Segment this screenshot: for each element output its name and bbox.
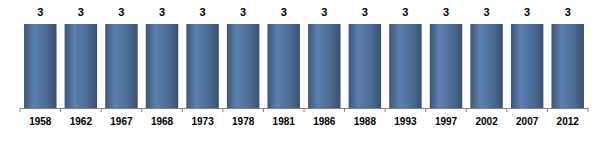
chart: 1958 1962 1967 1968 1973 1978 1981 1986 1988 1993… (0, 0, 604, 141)
category-separator (547, 108, 548, 112)
x-tick-label: 1981 (273, 116, 296, 127)
x-tick: 2007 (516, 108, 539, 127)
x-tick: 1981 (273, 108, 296, 127)
category-separator (101, 108, 102, 112)
bar (511, 24, 543, 108)
category-separator (425, 108, 426, 112)
x-tick: 1962 (70, 108, 93, 127)
category-separator (344, 108, 345, 112)
bar (349, 24, 381, 108)
category-separator (182, 108, 183, 112)
separators (20, 108, 588, 112)
data-label: 3 (484, 6, 490, 18)
x-tick-label: 1973 (191, 116, 214, 127)
x-tick-label: 1988 (354, 116, 377, 127)
x-tick: 1986 (313, 108, 336, 127)
data-label: 3 (443, 6, 449, 18)
x-tick: 1968 (151, 108, 174, 127)
bar (389, 24, 421, 108)
x-tick: 1978 (232, 108, 255, 127)
category-separator (60, 108, 61, 112)
bars (24, 24, 584, 108)
data-label: 3 (362, 6, 368, 18)
x-tick-label: 1978 (232, 116, 255, 127)
x-tick: 2002 (475, 108, 498, 127)
data-label: 3 (281, 6, 287, 18)
data-label: 3 (565, 6, 571, 18)
category-separator (222, 108, 223, 112)
x-tick: 1973 (191, 108, 214, 127)
data-label: 3 (240, 6, 246, 18)
x-tick-label: 1986 (313, 116, 336, 127)
category-separator (304, 108, 305, 112)
x-tick-label: 2012 (557, 116, 580, 127)
category-separator (141, 108, 142, 112)
x-tick: 1958 (29, 108, 52, 127)
bar (65, 24, 97, 108)
bar (186, 24, 218, 108)
plot: 1958 1962 1967 1968 1973 1978 1981 1986 1988 1993… (20, 6, 589, 127)
bar (551, 24, 583, 108)
x-tick: 1967 (110, 108, 133, 127)
x-tick-label: 2007 (516, 116, 539, 127)
x-tick-label: 1962 (70, 116, 93, 127)
x-tick: 1997 (435, 108, 458, 127)
bar (267, 24, 299, 108)
category-separator (506, 108, 507, 112)
data-label: 3 (402, 6, 408, 18)
data-labels: 3 3 3 3 3 3 3 3 3 3 3 3 3 3 (37, 6, 571, 18)
data-label: 3 (321, 6, 327, 18)
bar (227, 24, 259, 108)
data-label: 3 (37, 6, 43, 18)
x-tick-label: 1958 (29, 116, 52, 127)
x-tick-label: 1968 (151, 116, 174, 127)
category-separator (263, 108, 264, 112)
bar (308, 24, 340, 108)
x-tick: 1988 (354, 108, 377, 127)
x-tick-label: 2002 (475, 116, 498, 127)
data-label: 3 (118, 6, 124, 18)
x-tick-label: 1967 (110, 116, 133, 127)
data-label: 3 (524, 6, 530, 18)
x-tick: 2012 (557, 108, 580, 127)
data-label: 3 (78, 6, 84, 18)
data-label: 3 (200, 6, 206, 18)
category-separator (20, 108, 21, 112)
bar (105, 24, 137, 108)
category-separator (466, 108, 467, 112)
bar (470, 24, 502, 108)
x-tick-label: 1993 (394, 116, 417, 127)
x-tick: 1993 (394, 108, 417, 127)
category-separator (588, 108, 589, 112)
bar (430, 24, 462, 108)
bar (24, 24, 56, 108)
data-label: 3 (159, 6, 165, 18)
x-axis: 1958 1962 1967 1968 1973 1978 1981 1986 1988 1993… (21, 108, 589, 127)
x-tick-label: 1997 (435, 116, 458, 127)
category-separator (385, 108, 386, 112)
bar (146, 24, 178, 108)
